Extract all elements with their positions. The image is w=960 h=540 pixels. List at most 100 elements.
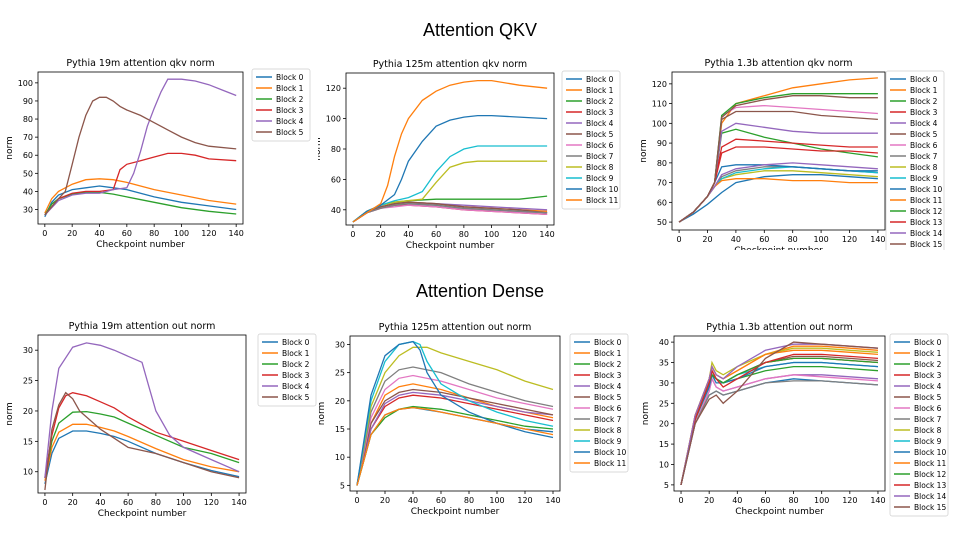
y-tick-label: 10 <box>23 468 33 477</box>
x-tick-label: 0 <box>42 498 47 507</box>
chart-title: Pythia 1.3b attention qkv norm <box>704 58 852 69</box>
chart-title: Pythia 1.3b attention out norm <box>706 322 853 333</box>
x-tick-label: 140 <box>229 229 244 238</box>
series-line-block-5 <box>44 391 240 491</box>
x-tick-label: 0 <box>678 496 683 505</box>
legend: Block 0 Block 1 Block 2 Block 3 Block 4 Block… <box>885 70 945 254</box>
y-tick-label: 20 <box>335 397 345 406</box>
chart-title: Pythia 125m attention qkv norm <box>373 59 527 70</box>
legend-label: Block 0 <box>914 338 942 347</box>
series-line-block-5 <box>352 201 548 223</box>
y-tick-label: 60 <box>331 175 341 184</box>
series-line-block-2 <box>44 410 240 478</box>
plot-frame <box>37 334 247 494</box>
series-line-block-8 <box>356 346 554 486</box>
series-line-block-0 <box>44 185 237 218</box>
legend-label: Block 5 <box>276 128 304 137</box>
legend-label: Block 4 <box>910 119 938 128</box>
chart-svg-1-3b-out: Pythia 1.3b attention out norm 0 20 40 60 80 1… <box>641 322 949 517</box>
series-group <box>44 78 237 218</box>
legend-label: Block 14 <box>914 492 946 501</box>
y-tick-label: 80 <box>657 159 667 168</box>
y-tick-label: 90 <box>23 97 33 106</box>
legend-label: Block 8 <box>586 163 614 172</box>
legend-label: Block 0 <box>276 73 304 82</box>
series-line-block-3 <box>44 152 237 216</box>
chart-panel-19m-qkv: Pythia 19m attention qkv norm 0 20 40 60 80 10… <box>0 55 318 255</box>
legend-label: Block 4 <box>594 382 622 391</box>
legend-label: Block 11 <box>586 196 618 205</box>
y-tick-label: 100 <box>18 79 33 88</box>
series-line-block-13 <box>680 353 879 486</box>
chart-svg-19m-qkv: Pythia 19m attention qkv norm 0 20 40 60 80 10… <box>5 58 311 250</box>
chart-svg-19m-out: Pythia 19m attention out norm 0 20 40 60 80 10… <box>5 321 317 519</box>
y-tick-label: 15 <box>23 437 33 446</box>
series-line-block-5 <box>356 388 554 486</box>
chart-svg-1-3b-qkv: Pythia 1.3b attention qkv norm 0 20 40 60 80 1… <box>639 58 945 256</box>
legend-box <box>569 333 629 473</box>
legend-label: Block 10 <box>914 448 946 457</box>
legend-label: Block 4 <box>282 382 310 391</box>
legend-label: Block 0 <box>910 75 938 84</box>
legend-label: Block 7 <box>586 152 614 161</box>
legend-label: Block 10 <box>586 185 618 194</box>
x-tick-label: 60 <box>760 496 770 505</box>
x-tick-label: 100 <box>174 229 189 238</box>
legend-label: Block 12 <box>914 470 946 479</box>
y-axis-label: norm <box>5 402 15 426</box>
legend-label: Block 1 <box>594 349 622 358</box>
section-title-qkv: Attention QKV <box>422 20 538 40</box>
y-tick-label: 80 <box>23 115 33 124</box>
y-axis-label: norm <box>641 402 651 426</box>
x-tick-label: 120 <box>842 235 857 244</box>
legend-box <box>257 333 317 407</box>
series-group <box>680 341 879 486</box>
y-axis-label: norm <box>318 137 323 161</box>
series-line-block-3 <box>44 392 240 478</box>
legend-label: Block 2 <box>914 360 942 369</box>
y-tick-label: 15 <box>335 425 345 434</box>
chart-panel-19m-out: Pythia 19m attention out norm 0 20 40 60 80 10… <box>0 318 318 533</box>
x-tick-label: 60 <box>123 498 133 507</box>
x-axis-label: Checkpoint number <box>406 241 495 250</box>
series-group <box>356 340 554 486</box>
x-tick-label: 40 <box>94 229 104 238</box>
series-line-block-7 <box>680 380 879 486</box>
section-title-dense: Attention Dense <box>415 281 545 301</box>
legend-label: Block 9 <box>914 437 942 446</box>
legend-label: Block 0 <box>594 338 622 347</box>
legend-label: Block 10 <box>910 185 942 194</box>
y-tick-label: 25 <box>335 369 345 378</box>
series-line-block-10 <box>352 114 548 223</box>
series-line-block-7 <box>356 366 554 486</box>
legend-label: Block 8 <box>910 163 938 172</box>
x-tick-label: 140 <box>545 496 560 505</box>
legend-label: Block 9 <box>586 174 614 183</box>
series-line-block-11 <box>352 79 548 223</box>
y-axis-label: norm <box>5 136 15 160</box>
x-tick-label: 100 <box>489 496 504 505</box>
series-line-block-14 <box>680 343 879 486</box>
x-tick-label: 120 <box>842 496 857 505</box>
series-line-block-0 <box>356 406 554 486</box>
x-tick-label: 40 <box>731 235 741 244</box>
x-tick-label: 100 <box>814 496 829 505</box>
legend-label: Block 3 <box>910 108 938 117</box>
x-tick-label: 40 <box>95 498 105 507</box>
y-tick-label: 70 <box>23 133 33 142</box>
y-tick-label: 5 <box>664 481 669 490</box>
x-tick-label: 20 <box>68 498 78 507</box>
y-tick-label: 50 <box>657 218 667 227</box>
legend-label: Block 0 <box>282 338 310 347</box>
y-tick-label: 120 <box>326 84 341 93</box>
chart-panel-125m-out: Pythia 125m attention out norm 0 20 40 60 80 1… <box>317 318 636 533</box>
x-axis-label: Checkpoint number <box>96 240 185 250</box>
legend-label: Block 7 <box>910 152 938 161</box>
x-tick-label: 80 <box>149 229 159 238</box>
legend-label: Block 6 <box>586 141 614 150</box>
legend-label: Block 2 <box>276 95 304 104</box>
legend-label: Block 1 <box>910 86 938 95</box>
x-tick-label: 20 <box>704 496 714 505</box>
y-tick-label: 100 <box>652 119 667 128</box>
series-line-block-10 <box>356 340 554 486</box>
